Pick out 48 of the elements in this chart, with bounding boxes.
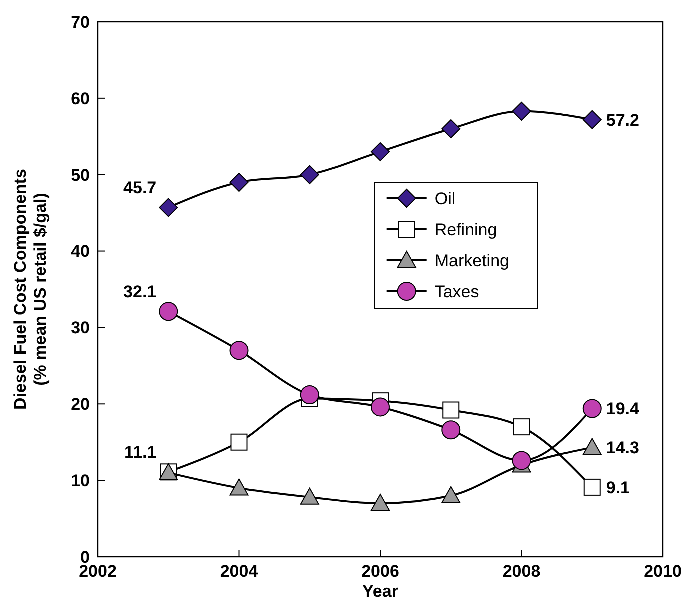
- data-label: 45.7: [124, 178, 157, 198]
- point: [512, 102, 532, 121]
- y-tick-label: 30: [71, 318, 90, 338]
- point: [442, 120, 461, 138]
- point: [442, 402, 460, 419]
- data-label: 57.2: [606, 110, 640, 130]
- point: [371, 142, 390, 162]
- x-tick-label: 2008: [502, 562, 541, 581]
- legend-label: Marketing: [434, 251, 510, 270]
- x-tick-label: 2004: [220, 562, 259, 581]
- x-axis-title: Year: [362, 582, 399, 601]
- y-tick-label: 70: [71, 12, 90, 32]
- point: [230, 173, 249, 192]
- point: [300, 165, 320, 184]
- point: [582, 438, 602, 456]
- point: [230, 434, 248, 451]
- y-tick-label: 40: [71, 242, 90, 262]
- point: [582, 399, 602, 418]
- point: [230, 341, 249, 360]
- x-tick-label: 2002: [79, 562, 117, 581]
- point: [159, 302, 178, 322]
- legend-label: Refining: [434, 220, 498, 240]
- point: [300, 385, 320, 404]
- point: [230, 478, 249, 496]
- data-label: 14.3: [606, 438, 640, 458]
- y-tick-label: 10: [71, 472, 90, 491]
- legend-label: Oil: [434, 189, 456, 208]
- y-tick-label: 60: [71, 89, 90, 108]
- data-label: 32.1: [124, 282, 157, 302]
- point: [513, 418, 530, 436]
- point: [300, 488, 320, 505]
- point: [371, 494, 390, 511]
- data-label: 19.4: [606, 400, 640, 419]
- x-tick-label: 2010: [644, 562, 682, 581]
- y-tick-label: 20: [71, 395, 90, 414]
- y-tick-label: 50: [71, 166, 90, 185]
- point: [442, 486, 461, 504]
- y-axis-title: Diesel Fuel Cost Components (% mean US retail $/gal): [11, 169, 50, 410]
- point: [442, 420, 461, 440]
- data-label: 11.1: [124, 443, 157, 462]
- data-label: 9.1: [606, 478, 630, 498]
- x-tick-label: 2006: [362, 562, 400, 581]
- point: [512, 451, 532, 470]
- point: [582, 110, 602, 130]
- point: [159, 198, 178, 218]
- point: [584, 478, 601, 496]
- point: [371, 398, 390, 417]
- legend-label: Taxes: [434, 282, 480, 302]
